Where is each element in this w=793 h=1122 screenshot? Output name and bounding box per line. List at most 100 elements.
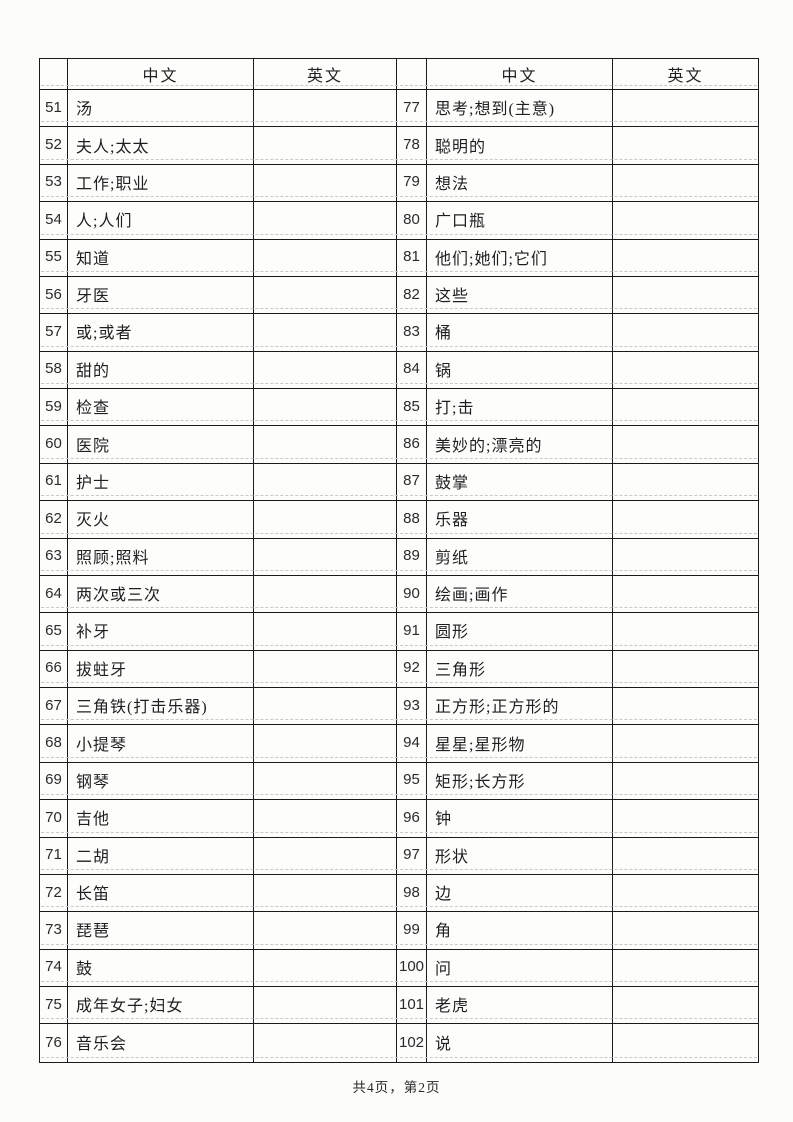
index-cell: 61 <box>40 463 68 501</box>
index-cell: 86 <box>397 426 427 463</box>
chinese-cell: 角 <box>427 912 613 949</box>
index-cell: 100 <box>397 949 427 986</box>
english-blank-cell <box>254 874 397 912</box>
chinese-cell: 工作;职业 <box>68 164 254 202</box>
table-row: 61 护士 87 鼓掌 <box>40 463 758 502</box>
index-cell: 66 <box>40 650 68 687</box>
english-blank-cell <box>613 352 758 388</box>
chinese-cell: 剪纸 <box>427 538 613 575</box>
english-blank-cell <box>254 800 397 837</box>
english-blank-cell <box>254 127 397 164</box>
english-blank-cell <box>613 838 758 874</box>
chinese-cell: 鼓 <box>68 949 254 986</box>
chinese-cell: 正方形;正方形的 <box>427 688 613 725</box>
english-blank-cell <box>254 837 397 874</box>
chinese-cell: 补牙 <box>68 613 254 650</box>
english-blank-cell <box>254 688 397 725</box>
english-blank-cell <box>254 725 397 762</box>
chinese-cell: 三角铁(打击乐器) <box>68 688 254 725</box>
index-cell: 74 <box>40 949 68 986</box>
index-cell: 64 <box>40 575 68 613</box>
index-cell: 93 <box>397 688 427 725</box>
chinese-cell: 锅 <box>427 351 613 388</box>
table-row: 57 或;或者 83 桶 <box>40 314 758 352</box>
table-row: 69 钢琴 95 矩形;长方形 <box>40 762 758 801</box>
header-index-cell-left <box>40 59 68 89</box>
english-blank-cell <box>613 165 758 201</box>
table-body: 51 汤 77 思考;想到(主意) 52 夫人;太太 78 聪明的 53 工作;职业 79 想法 54 人… <box>40 90 758 1062</box>
chinese-cell: 知道 <box>68 239 254 276</box>
english-blank-cell <box>613 314 758 350</box>
english-blank-cell <box>613 576 758 612</box>
chinese-cell: 灭火 <box>68 501 254 538</box>
index-cell: 94 <box>397 725 427 762</box>
chinese-cell: 广口瓶 <box>427 202 613 239</box>
chinese-cell: 绘画;画作 <box>427 575 613 613</box>
index-cell: 78 <box>397 127 427 164</box>
english-blank-cell <box>254 314 397 351</box>
index-cell: 58 <box>40 351 68 388</box>
index-cell: 81 <box>397 239 427 276</box>
chinese-cell: 检查 <box>68 389 254 426</box>
index-cell: 99 <box>397 912 427 949</box>
english-blank-cell <box>613 539 758 575</box>
index-cell: 98 <box>397 874 427 912</box>
table-row: 74 鼓 100 问 <box>40 949 758 987</box>
chinese-cell: 医院 <box>68 426 254 463</box>
chinese-cell: 钢琴 <box>68 762 254 800</box>
english-blank-cell <box>613 800 758 836</box>
index-cell: 77 <box>397 90 427 127</box>
index-cell: 59 <box>40 389 68 426</box>
table-header-row: 中文 英文 中文 英文 <box>40 59 758 90</box>
chinese-cell: 边 <box>427 874 613 912</box>
vocabulary-table: 中文 英文 中文 英文 51 汤 77 思考;想到(主意) 52 夫人;太太 78 聪明的 53… <box>39 58 759 1063</box>
index-cell: 87 <box>397 463 427 501</box>
chinese-cell: 或;或者 <box>68 314 254 351</box>
english-blank-cell <box>254 426 397 463</box>
chinese-cell: 这些 <box>427 276 613 314</box>
table-row: 68 小提琴 94 星星;星形物 <box>40 725 758 763</box>
index-cell: 71 <box>40 837 68 874</box>
chinese-cell: 聪明的 <box>427 127 613 164</box>
chinese-cell: 圆形 <box>427 613 613 650</box>
english-blank-cell <box>613 240 758 276</box>
index-cell: 54 <box>40 202 68 239</box>
chinese-cell: 长笛 <box>68 874 254 912</box>
index-cell: 57 <box>40 314 68 351</box>
table-row: 51 汤 77 思考;想到(主意) <box>40 90 758 128</box>
chinese-cell: 矩形;长方形 <box>427 762 613 800</box>
chinese-cell: 想法 <box>427 164 613 202</box>
english-blank-cell <box>613 651 758 687</box>
table-row: 70 吉他 96 钟 <box>40 800 758 838</box>
chinese-cell: 星星;星形物 <box>427 725 613 762</box>
index-cell: 55 <box>40 239 68 276</box>
index-cell: 70 <box>40 800 68 837</box>
english-blank-cell <box>613 1024 758 1061</box>
english-blank-cell <box>254 239 397 276</box>
english-blank-cell <box>613 501 758 537</box>
chinese-cell: 拔蛀牙 <box>68 650 254 687</box>
header-chinese-right: 中文 <box>427 59 613 89</box>
index-cell: 91 <box>397 613 427 650</box>
english-blank-cell <box>254 90 397 127</box>
chinese-cell: 鼓掌 <box>427 463 613 501</box>
english-blank-cell <box>254 650 397 687</box>
english-blank-cell <box>254 538 397 575</box>
index-cell: 82 <box>397 276 427 314</box>
chinese-cell: 他们;她们;它们 <box>427 239 613 276</box>
index-cell: 101 <box>397 987 427 1024</box>
english-blank-cell <box>613 613 758 649</box>
chinese-cell: 两次或三次 <box>68 575 254 613</box>
english-blank-cell <box>254 389 397 426</box>
index-cell: 88 <box>397 501 427 538</box>
table-row: 64 两次或三次 90 绘画;画作 <box>40 575 758 614</box>
index-cell: 75 <box>40 987 68 1024</box>
table-row: 60 医院 86 美妙的;漂亮的 <box>40 426 758 464</box>
chinese-cell: 琵琶 <box>68 912 254 949</box>
english-blank-cell <box>613 277 758 313</box>
chinese-cell: 音乐会 <box>68 1024 254 1062</box>
english-blank-cell <box>254 463 397 501</box>
table-row: 54 人;人们 80 广口瓶 <box>40 202 758 240</box>
chinese-cell: 小提琴 <box>68 725 254 762</box>
english-blank-cell <box>613 389 758 425</box>
